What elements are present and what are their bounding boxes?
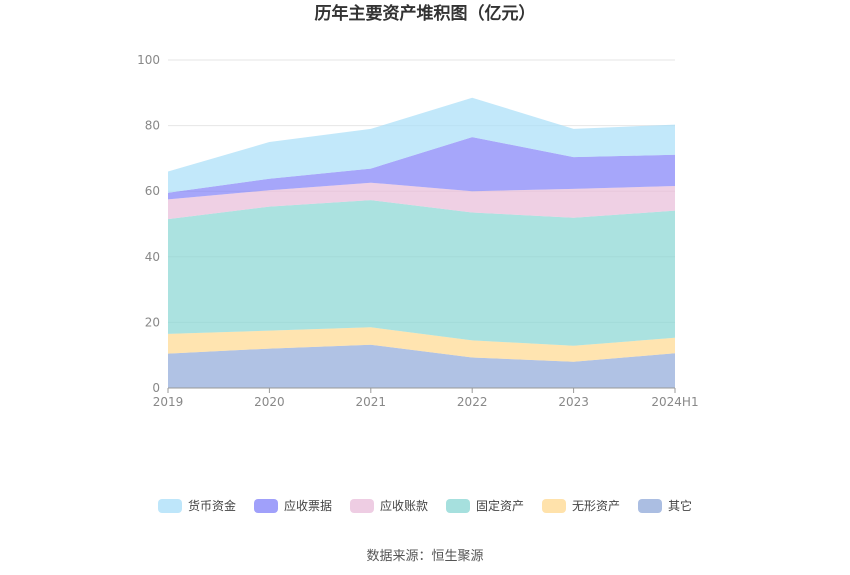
legend: 货币资金 应收票据 应收账款 固定资产 无形资产 其它 xyxy=(158,498,692,513)
legend-label: 应收票据 xyxy=(284,498,332,513)
legend-item[interactable]: 无形资产 xyxy=(542,499,620,513)
area-series-3 xyxy=(168,182,675,220)
area-series-1 xyxy=(168,327,675,362)
legend-swatch xyxy=(638,499,662,513)
x-tick-label: 2019 xyxy=(153,395,184,409)
legend-swatch xyxy=(350,499,374,513)
legend-item[interactable]: 固定资产 xyxy=(446,498,524,513)
y-tick-label: 80 xyxy=(145,119,160,133)
legend-label: 无形资产 xyxy=(572,499,620,513)
area-series-4 xyxy=(168,137,675,200)
legend-swatch xyxy=(446,499,470,513)
axes: 0 20 40 60 80 100 2019 2020 2021 2022 2023 2024H1 xyxy=(137,53,699,409)
legend-swatch xyxy=(542,499,566,513)
legend-item[interactable]: 应收账款 xyxy=(350,498,428,513)
legend-item[interactable]: 应收票据 xyxy=(254,498,332,513)
area-layer xyxy=(168,97,675,388)
y-tick-label: 100 xyxy=(137,53,160,67)
y-tick-label: 0 xyxy=(152,381,160,395)
legend-swatch xyxy=(254,499,278,513)
legend-label: 其它 xyxy=(668,498,692,513)
x-tick-label: 2023 xyxy=(558,395,589,409)
x-tick-label: 2024H1 xyxy=(651,395,698,409)
area-series-2 xyxy=(168,200,675,346)
data-source: 数据来源：恒生聚源 xyxy=(366,549,483,564)
legend-label: 货币资金 xyxy=(188,498,236,513)
area-series-5 xyxy=(168,97,675,193)
legend-label: 应收账款 xyxy=(380,498,428,513)
y-tick-label: 60 xyxy=(145,184,160,198)
legend-item[interactable]: 货币资金 xyxy=(158,498,236,513)
legend-swatch xyxy=(158,499,182,513)
chart-title: 历年主要资产堆积图（亿元） xyxy=(315,3,536,24)
y-tick-label: 20 xyxy=(145,315,160,329)
x-tick-label: 2022 xyxy=(457,395,488,409)
area-series-0 xyxy=(168,344,675,388)
legend-item[interactable]: 其它 xyxy=(638,498,692,513)
y-tick-label: 40 xyxy=(145,250,160,264)
x-tick-label: 2021 xyxy=(356,395,387,409)
x-tick-label: 2020 xyxy=(254,395,285,409)
legend-label: 固定资产 xyxy=(476,498,524,513)
